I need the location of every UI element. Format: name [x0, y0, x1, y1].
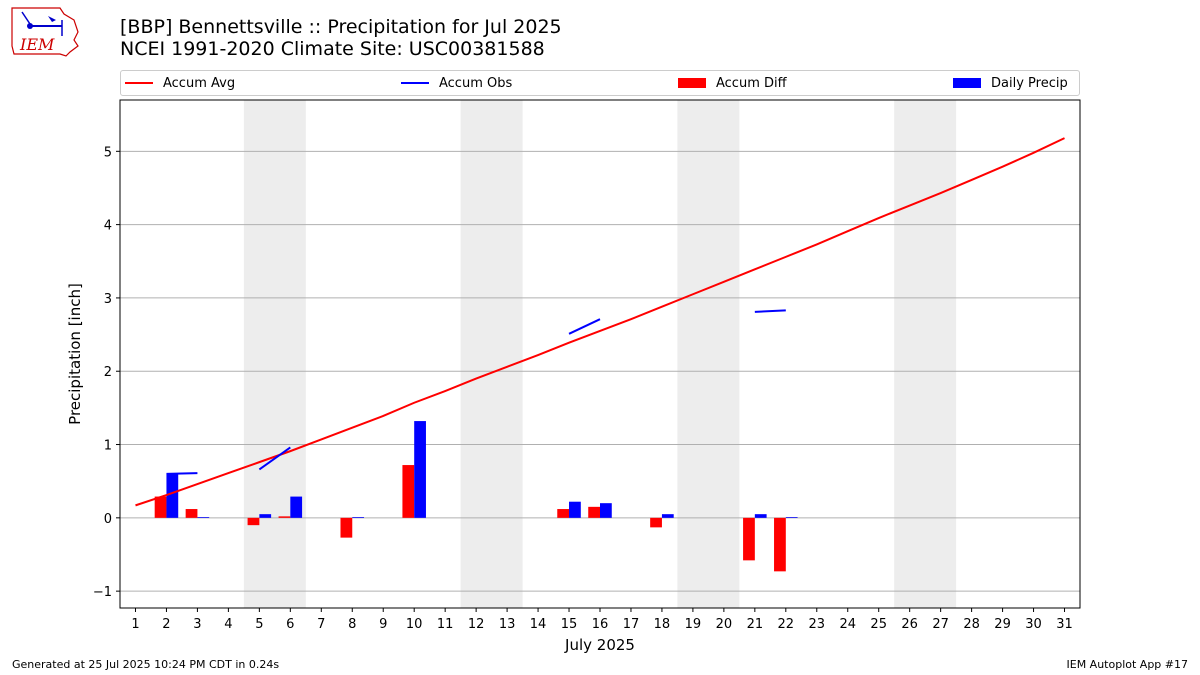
y-axis-label: Precipitation [inch] [66, 283, 84, 425]
accum-diff-bar [154, 496, 167, 518]
weekend-band [243, 100, 306, 608]
legend: Accum Avg Accum Obs Accum Diff Daily Pre… [120, 70, 1080, 96]
legend-label-accum-obs: Accum Obs [439, 75, 513, 91]
x-tick-label: 12 [468, 617, 485, 632]
y-tick-label: 2 [104, 365, 112, 380]
footer-app: IEM Autoplot App #17 [1066, 658, 1189, 671]
x-tick-label: 19 [685, 617, 702, 632]
x-tick-label: 26 [901, 617, 918, 632]
legend-item-accum-avg: Accum Avg [125, 74, 235, 92]
x-tick-label: 4 [224, 617, 232, 632]
weekend-band [894, 100, 957, 608]
accum-obs-line [166, 472, 198, 475]
legend-patch-blue [953, 78, 981, 88]
x-tick-label: 29 [994, 617, 1011, 632]
plot-frame [119, 99, 1081, 609]
legend-label-accum-avg: Accum Avg [163, 75, 236, 91]
y-tick-label: 1 [104, 439, 112, 454]
legend-patch-red [678, 78, 706, 88]
daily-precip-bar [600, 503, 612, 518]
legend-label-daily-precip: Daily Precip [991, 75, 1068, 91]
accum-obs-line [568, 318, 601, 335]
daily-precip-bar [661, 514, 674, 518]
x-tick-label: 30 [1025, 617, 1042, 632]
legend-label-accum-diff: Accum Diff [716, 75, 787, 91]
x-tick-label: 23 [809, 617, 826, 632]
x-tick-label: 24 [839, 617, 856, 632]
chart-title: [BBP] Bennettsville :: Precipitation for… [120, 16, 562, 38]
x-tick-label: 5 [255, 617, 263, 632]
legend-item-daily-precip: Daily Precip [953, 74, 1068, 92]
accum-obs-line [754, 309, 786, 313]
legend-line-red [125, 82, 153, 84]
x-tick-label: 28 [963, 617, 980, 632]
accum-diff-bar [650, 517, 662, 528]
daily-precip-bar [569, 501, 581, 518]
accum-avg-line [135, 137, 1065, 507]
accum-obs-line [258, 446, 291, 471]
footer-generated: Generated at 25 Jul 2025 10:24 PM CDT in… [12, 658, 280, 671]
accum-diff-bar [185, 509, 198, 518]
daily-precip-bar [352, 517, 365, 518]
x-tick-label: 25 [870, 617, 887, 632]
x-tick-label: 27 [932, 617, 949, 632]
weekend-band [460, 100, 523, 608]
x-tick-label: 3 [193, 617, 201, 632]
x-tick-label: 6 [286, 617, 294, 632]
accum-diff-bar [402, 465, 415, 518]
x-tick-label: 21 [747, 617, 764, 632]
iem-logo: IEM [11, 7, 79, 57]
accum-diff-bar [278, 516, 291, 518]
x-tick-label: 22 [778, 617, 795, 632]
x-tick-label: 10 [406, 617, 423, 632]
y-tick-label: 0 [104, 512, 112, 527]
accum-diff-bar [743, 517, 755, 561]
accum-diff-bar [557, 509, 570, 518]
x-axis-label: July 2025 [564, 636, 635, 654]
legend-line-blue [401, 82, 429, 84]
accum-diff-bar [774, 517, 786, 572]
daily-precip-bar [290, 496, 303, 518]
logo-text: IEM [19, 35, 55, 54]
x-tick-label: 17 [623, 617, 640, 632]
daily-precip-bar [414, 421, 426, 518]
x-tick-label: 7 [317, 617, 325, 632]
x-tick-label: 15 [561, 617, 578, 632]
x-tick-label: 1 [131, 617, 139, 632]
daily-precip-bar [785, 517, 798, 518]
legend-item-accum-diff: Accum Diff [678, 74, 787, 92]
y-tick-label: 5 [104, 145, 112, 160]
x-tick-label: 31 [1056, 617, 1073, 632]
daily-precip-bar [754, 514, 767, 518]
x-tick-label: 14 [530, 617, 547, 632]
legend-item-accum-obs: Accum Obs [401, 74, 512, 92]
daily-precip-bar [166, 473, 179, 518]
x-tick-label: 9 [379, 617, 387, 632]
x-tick-label: 11 [437, 617, 454, 632]
x-tick-label: 20 [716, 617, 733, 632]
x-tick-label: 18 [654, 617, 671, 632]
daily-precip-bar [197, 517, 210, 518]
x-tick-label: 16 [592, 617, 609, 632]
x-tick-label: 8 [348, 617, 356, 632]
accum-diff-bar [247, 517, 260, 526]
accum-diff-bar [588, 506, 600, 518]
weekend-band [677, 100, 740, 608]
accum-diff-bar [340, 517, 353, 538]
daily-precip-bar [259, 514, 272, 518]
y-tick-label: −1 [93, 585, 112, 600]
x-tick-label: 13 [499, 617, 516, 632]
x-tick-label: 2 [162, 617, 170, 632]
chart-subtitle: NCEI 1991-2020 Climate Site: USC00381588 [120, 38, 545, 60]
y-tick-label: 3 [104, 292, 112, 307]
y-tick-label: 4 [104, 219, 112, 234]
